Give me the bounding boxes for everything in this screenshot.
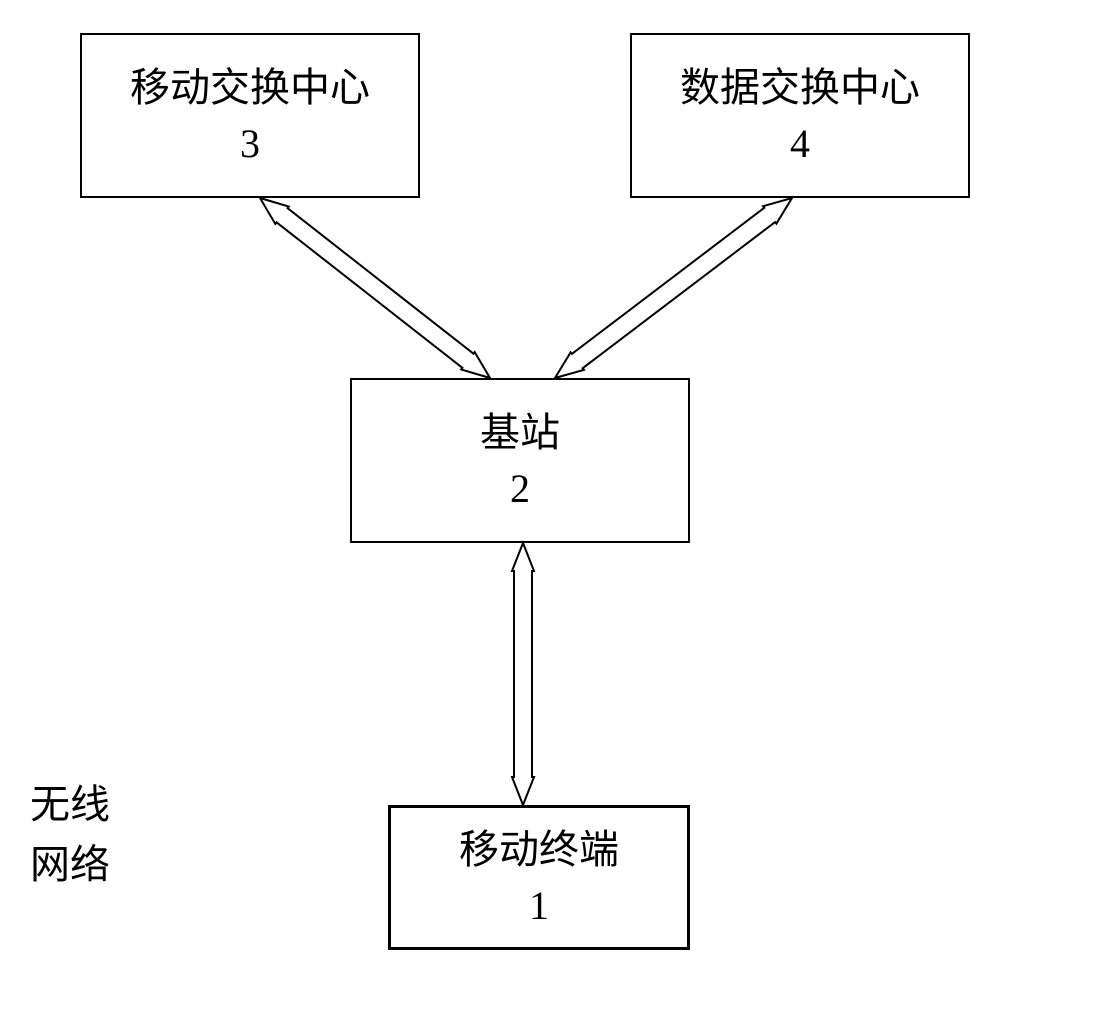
diagram-container: 移动交换中心 3 数据交换中心 4 基站 2 移动终端 1 无线 网络 [0, 0, 1108, 1030]
node-msc-number: 3 [240, 116, 260, 172]
side-label-line2: 网络 [30, 835, 110, 895]
node-msc: 移动交换中心 3 [80, 33, 420, 198]
node-msc-label: 移动交换中心 [130, 60, 370, 116]
double-arrow [555, 198, 792, 378]
node-bs-label: 基站 [480, 405, 560, 461]
side-label-wireless-network: 无线 网络 [30, 775, 110, 895]
node-dsc: 数据交换中心 4 [630, 33, 970, 198]
side-label-line1: 无线 [30, 775, 110, 835]
node-mt-label: 移动终端 [459, 822, 619, 878]
node-mt-number: 1 [529, 878, 549, 934]
node-bs-number: 2 [510, 461, 530, 517]
node-bs: 基站 2 [350, 378, 690, 543]
node-dsc-label: 数据交换中心 [680, 60, 920, 116]
double-arrow [260, 198, 490, 378]
double-arrow [512, 543, 534, 805]
node-mt: 移动终端 1 [388, 805, 690, 950]
node-dsc-number: 4 [790, 116, 810, 172]
